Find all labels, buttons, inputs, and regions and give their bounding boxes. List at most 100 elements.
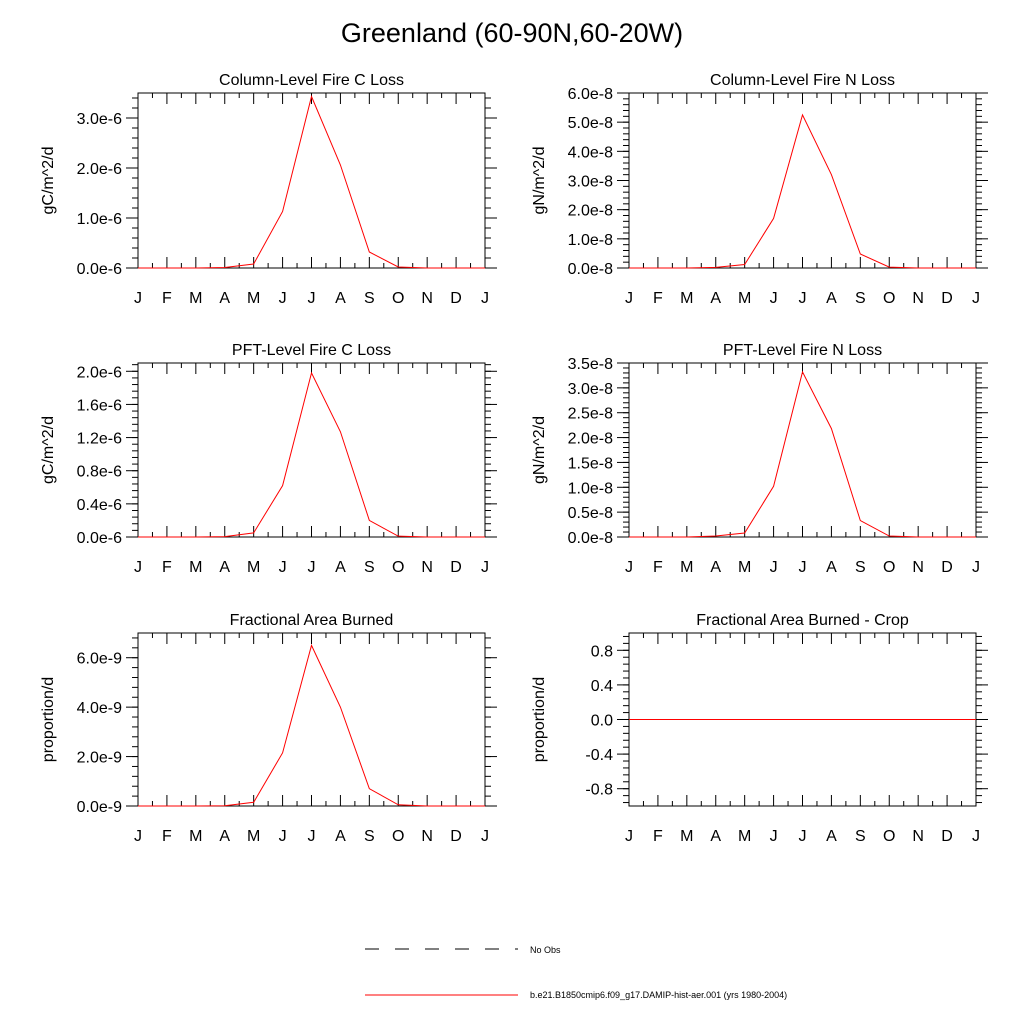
x-tick-label: M	[680, 290, 693, 307]
x-tick-label: J	[134, 828, 142, 845]
x-tick-label: N	[421, 559, 433, 576]
y-tick-label: 2.0e-6	[77, 161, 122, 178]
series-line	[138, 94, 485, 269]
y-tick-label: 6.0e-9	[77, 651, 122, 668]
x-tick-label: F	[653, 828, 663, 845]
x-tick-label: A	[219, 290, 230, 307]
y-tick-label: 2.5e-8	[568, 406, 613, 423]
plot-frame	[628, 92, 977, 269]
y-tick-label: 3.5e-8	[568, 356, 613, 373]
y-tick-label: 5.0e-8	[568, 115, 613, 132]
y-tick-label: 4.0e-9	[77, 700, 122, 717]
series-line	[629, 370, 976, 538]
x-tick-label: O	[883, 828, 895, 845]
x-tick-label: J	[481, 559, 489, 576]
y-tick-label: 6.0e-8	[568, 86, 613, 103]
x-tick-label: A	[335, 828, 346, 845]
x-tick-label: J	[308, 828, 316, 845]
x-tick-label: O	[883, 559, 895, 576]
plot-frame	[137, 632, 486, 807]
x-tick-label: D	[941, 828, 953, 845]
y-tick-label: 1.0e-6	[77, 211, 122, 228]
x-tick-label: M	[680, 828, 693, 845]
x-tick-label: A	[710, 290, 721, 307]
x-tick-label: O	[392, 559, 404, 576]
y-tick-label: 0.0e-6	[77, 261, 122, 278]
x-tick-label: S	[364, 559, 375, 576]
x-tick-label: F	[653, 559, 663, 576]
y-tick-label: 0.8	[591, 643, 613, 660]
x-tick-label: J	[972, 290, 980, 307]
x-tick-label: N	[421, 828, 433, 845]
x-tick-label: A	[826, 559, 837, 576]
x-tick-label: J	[134, 290, 142, 307]
x-tick-label: N	[912, 290, 924, 307]
x-tick-label: M	[247, 559, 260, 576]
y-tick-label: 0.0e-6	[77, 530, 122, 547]
x-tick-label: N	[421, 290, 433, 307]
y-axis-label: gN/m^2/d	[531, 147, 548, 215]
x-tick-label: M	[247, 290, 260, 307]
x-tick-label: D	[450, 828, 462, 845]
y-tick-label: 1.2e-6	[77, 431, 122, 448]
y-tick-label: -0.4	[585, 747, 613, 764]
x-tick-label: A	[219, 559, 230, 576]
legend-label-model: b.e21.B1850cmip6.f09_g17.DAMIP-hist-aer.…	[530, 990, 787, 1000]
x-tick-label: J	[625, 290, 633, 307]
x-tick-label: J	[770, 828, 778, 845]
y-tick-label: 0.0e-8	[568, 261, 613, 278]
x-tick-label: S	[855, 290, 866, 307]
x-tick-label: D	[941, 559, 953, 576]
y-tick-label: 0.4	[591, 678, 613, 695]
legend-label-obs: No Obs	[530, 945, 561, 955]
x-tick-label: O	[392, 828, 404, 845]
y-tick-label: 1.0e-8	[568, 232, 613, 249]
x-tick-label: A	[710, 559, 721, 576]
plot-frame	[137, 362, 486, 538]
x-tick-label: F	[162, 290, 172, 307]
series-line	[138, 371, 485, 538]
chart-title: PFT-Level Fire N Loss	[723, 342, 882, 359]
chart-title: Column-Level Fire C Loss	[219, 72, 404, 89]
x-tick-label: J	[770, 559, 778, 576]
plot-frame	[628, 362, 977, 538]
x-tick-label: D	[450, 559, 462, 576]
x-tick-label: J	[308, 290, 316, 307]
y-tick-label: 0.0	[591, 713, 613, 730]
y-tick-label: 3.0e-8	[568, 174, 613, 191]
y-tick-label: 2.0e-9	[77, 750, 122, 767]
x-tick-label: A	[710, 828, 721, 845]
x-tick-label: J	[770, 290, 778, 307]
y-tick-label: 0.8e-6	[77, 464, 122, 481]
y-tick-label: 0.4e-6	[77, 497, 122, 514]
x-tick-label: F	[162, 828, 172, 845]
x-tick-label: M	[738, 559, 751, 576]
x-tick-label: A	[335, 290, 346, 307]
x-tick-label: F	[162, 559, 172, 576]
x-tick-label: M	[738, 828, 751, 845]
chart-title: Fractional Area Burned	[230, 612, 394, 629]
y-axis-label: gN/m^2/d	[531, 416, 548, 484]
x-tick-label: J	[279, 290, 287, 307]
x-tick-label: D	[450, 290, 462, 307]
y-tick-label: 4.0e-8	[568, 144, 613, 161]
y-tick-label: 2.0e-8	[568, 203, 613, 220]
x-tick-label: O	[392, 290, 404, 307]
y-tick-label: 2.0e-6	[77, 364, 122, 381]
x-tick-label: J	[279, 559, 287, 576]
x-tick-label: S	[855, 559, 866, 576]
x-tick-label: J	[799, 290, 807, 307]
x-tick-label: J	[481, 828, 489, 845]
x-tick-label: M	[189, 828, 202, 845]
series-line	[138, 643, 485, 807]
y-tick-label: 1.5e-8	[568, 455, 613, 472]
x-tick-label: O	[883, 290, 895, 307]
y-tick-label: 3.0e-6	[77, 111, 122, 128]
x-tick-label: A	[219, 828, 230, 845]
chart-title: PFT-Level Fire C Loss	[232, 342, 391, 359]
